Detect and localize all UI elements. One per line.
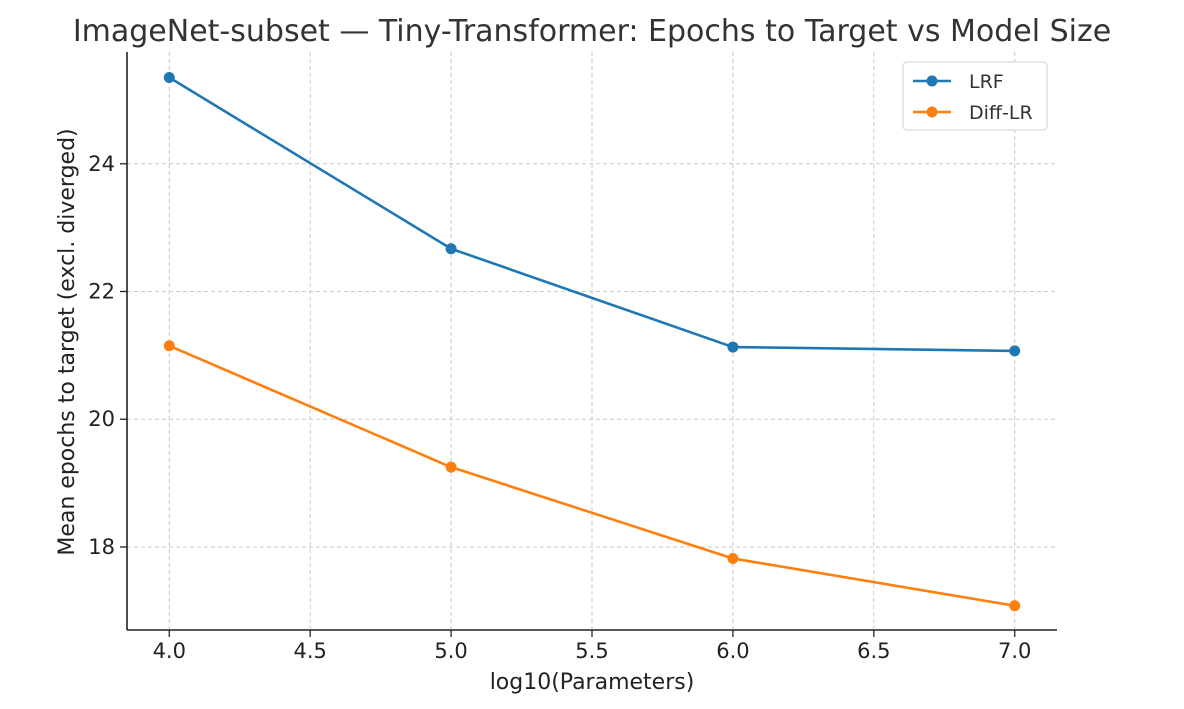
x-tick-label: 5.5	[575, 639, 608, 663]
y-tick-label: 24	[88, 152, 115, 176]
legend-label: Diff-LR	[969, 102, 1033, 124]
grid-lines	[127, 52, 1057, 630]
data-point-diff-lr	[163, 340, 175, 352]
tick-labels: 4.0 4.5 5.0 5.5 6.0 6.5 7.0 18 20 22 24	[88, 152, 1031, 663]
x-tick-label: 4.0	[153, 639, 186, 663]
legend-swatch-marker	[926, 106, 938, 118]
data-point-lrf	[1009, 345, 1021, 357]
y-tick-label: 22	[88, 280, 115, 304]
data-point-lrf	[727, 341, 739, 353]
series-lines	[163, 72, 1021, 612]
data-point-diff-lr	[445, 461, 457, 473]
y-axis-label: Mean epochs to target (excl. diverged)	[55, 128, 80, 555]
legend-label: LRF	[969, 71, 1004, 93]
y-tick-label: 18	[88, 535, 115, 559]
x-tick-label: 4.5	[293, 639, 326, 663]
x-tick-label: 5.0	[434, 639, 467, 663]
legend-swatch-marker	[926, 75, 938, 87]
legend: LRF Diff-LR	[902, 61, 1048, 131]
series-line-lrf	[168, 76, 1015, 353]
x-tick-label: 6.5	[857, 639, 890, 663]
x-tick-label: 6.0	[716, 639, 749, 663]
data-point-lrf	[163, 72, 175, 84]
series-line-diff-lr	[168, 344, 1015, 608]
y-tick-label: 20	[88, 407, 115, 431]
data-point-diff-lr	[727, 552, 739, 564]
chart-title: ImageNet-subset — Tiny-Transformer: Epoc…	[73, 14, 1111, 49]
data-point-diff-lr	[1009, 600, 1021, 612]
x-tick-label: 7.0	[998, 639, 1031, 663]
data-point-lrf	[445, 243, 457, 255]
x-axis-label: log10(Parameters)	[490, 670, 695, 695]
axes	[120, 52, 1057, 637]
